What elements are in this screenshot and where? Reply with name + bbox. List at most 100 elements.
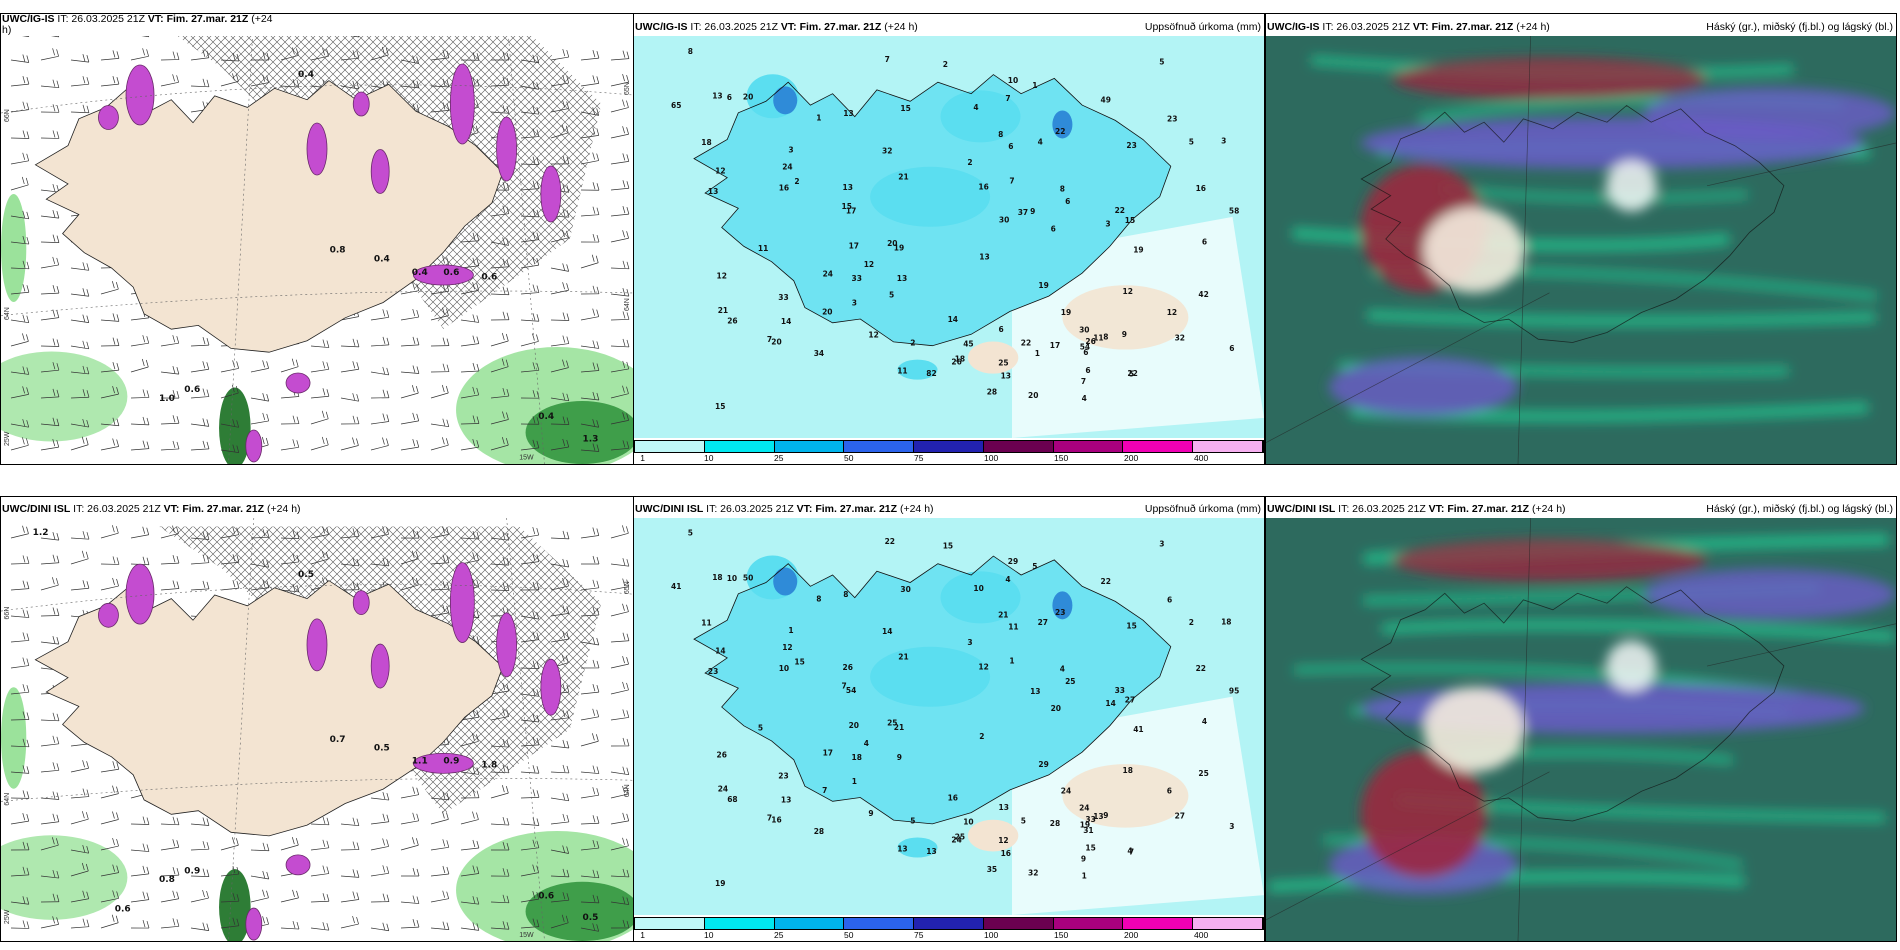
precip-value-label: 65	[671, 101, 681, 110]
precip-heavy-areas	[746, 555, 1073, 858]
precip-value-label: 8	[998, 130, 1003, 139]
precip-value-label: 2	[910, 338, 915, 347]
precip-value-label: 33	[852, 274, 862, 283]
legend-swatch	[983, 918, 1054, 929]
precip-value-label: 54	[846, 686, 856, 695]
legend-swatch	[1193, 441, 1264, 452]
precip-value-label: 20	[849, 721, 859, 730]
legend-tick-label: 150	[1054, 453, 1069, 463]
precip-value-label: 7	[767, 335, 772, 344]
precip-value-label: 17	[823, 748, 833, 757]
lead-time-unit: h)	[2, 24, 12, 36]
ice-value-label: 0.4	[538, 412, 554, 422]
precip-value-label: 11	[1093, 334, 1103, 343]
ice-value-label: 0.6	[115, 904, 131, 914]
field-title: Uppsöfnuð úrkoma (mm)	[1144, 503, 1261, 515]
legend-tick-label: 25	[773, 453, 784, 463]
ice-value-label: 0.6	[481, 273, 497, 283]
precip-value-label: 82	[926, 369, 936, 378]
precip-value-label: 9	[1081, 855, 1086, 864]
valid-time: VT: Fim. 27.mar. 21Z	[1412, 21, 1514, 33]
precip-value-label: 16	[1196, 184, 1206, 193]
precip-value-label: 7	[822, 786, 827, 795]
graticule-label: 64N	[4, 793, 11, 806]
precip-value-label: 5	[1189, 137, 1194, 146]
precip-value-label: 27	[1125, 696, 1135, 705]
precip-value-label: 20	[822, 308, 832, 317]
cloud-map	[1266, 518, 1896, 941]
precip-value-label: 5	[1129, 370, 1134, 379]
precip-value-label: 5	[910, 817, 915, 826]
precip-value-label: 15	[715, 402, 725, 411]
precip-value-label: 30	[900, 585, 910, 594]
precip-value-label: 26	[727, 317, 737, 326]
legend-color-bar	[634, 440, 1264, 453]
precip-value-label: 2	[979, 732, 984, 741]
precip-value-label: 11	[897, 367, 907, 376]
precip-value-label: 11	[758, 244, 768, 253]
precip-value-label: 15	[794, 657, 804, 666]
panel-clouds-bottom: UWC/DINI ISL IT: 26.03.2025 21Z VT: Fim.…	[1265, 496, 1897, 942]
precip-value-label: 7	[1009, 176, 1014, 185]
graticule-label: 25W	[4, 909, 11, 924]
precip-value-label: 12	[978, 663, 988, 672]
precip-value-label: 95	[1229, 687, 1239, 696]
precip-value-label: 6	[727, 93, 732, 102]
precip-value-label: 9	[1103, 811, 1108, 820]
legend-swatch	[774, 918, 845, 929]
precip-value-label: 5	[1021, 817, 1026, 826]
precip-value-label: 4	[1127, 847, 1132, 856]
precip-value-label: 32	[1028, 869, 1038, 878]
precip-value-label: 8	[816, 594, 821, 603]
precip-value-label: 41	[671, 582, 681, 591]
legend-swatch	[1193, 918, 1264, 929]
ice-accretion-areas	[1, 687, 633, 941]
lead-time: (+24 h)	[264, 503, 301, 515]
precip-value-label: 24	[782, 163, 792, 172]
precip-value-label: 22	[1021, 338, 1031, 347]
precip-value-label: 21	[898, 173, 908, 182]
precip-value-label: 10	[727, 574, 737, 583]
precip-value-label: 19	[1061, 308, 1071, 317]
precip-value-label: 26	[843, 663, 853, 672]
iceland-land	[34, 80, 504, 353]
precip-value-label: 1	[1082, 871, 1087, 880]
lead-time: (+24 h)	[897, 503, 934, 515]
model-name: UWC/IG-IS	[1267, 21, 1320, 33]
ice-value-label: 0.6	[443, 268, 459, 278]
precip-value-label: 12	[717, 272, 727, 281]
cloud-map	[1266, 36, 1896, 464]
precip-value-label: 16	[1001, 849, 1011, 858]
panel-header: UWC/DINI ISL IT: 26.03.2025 21Z VT: Fim.…	[1266, 501, 1896, 517]
valid-time: VT: Fim. 27.mar. 21Z	[780, 21, 882, 33]
ice-map-svg: 66N 64N 25W 15W 65N 64N 1.2 0.8 0.9 0.5 0.7 0.5 1.1 0…	[1, 518, 633, 941]
precip-value-label: 3	[1229, 822, 1234, 831]
precip-value-label: 37	[1018, 208, 1028, 217]
panel-ice-top: UWC/IG-IS IT: 26.03.2025 21Z VT: Fim. 27…	[0, 13, 634, 465]
valid-time: VT: Fim. 27.mar. 21Z	[163, 503, 265, 515]
legend-tick-label: 50	[844, 930, 854, 940]
precip-value-label: 12	[1167, 308, 1177, 317]
precip-value-label: 20	[1028, 391, 1038, 400]
model-name: UWC/DINI ISL	[635, 503, 704, 515]
ice-map: 66N 64N 25W 15W 65N 64N 1.2 0.8 0.9 0.5 0.7 0.5 1.1 0…	[1, 518, 633, 941]
legend-ticks: 1 10 25 50 75 100 150 200 400	[634, 930, 1264, 941]
legend-ticks: 1 10 25 50 75 100 150 200 400	[634, 453, 1264, 464]
precip-map: 11 45 16 65 58 26 18 12 22 24 33 32 82 20 49 13 30 26 42 15…	[634, 36, 1264, 438]
valid-time: VT: Fim. 27.mar. 21Z	[1428, 503, 1530, 515]
precip-value-label: 13	[708, 187, 718, 196]
precip-value-label: 7	[1081, 377, 1086, 386]
ice-patches	[98, 63, 562, 463]
precip-value-label: 20	[771, 337, 781, 346]
precip-value-label: 24	[1079, 804, 1089, 813]
precip-value-label: 20	[743, 92, 753, 101]
precip-value-label: 24	[951, 836, 961, 845]
precip-value-label: 23	[1126, 141, 1136, 150]
precip-value-label: 19	[894, 244, 904, 253]
ice-value-label: 0.5	[374, 744, 390, 754]
cloud-map-svg	[1266, 518, 1896, 941]
precip-value-label: 4	[864, 739, 869, 748]
legend-swatch	[704, 441, 775, 452]
issue-time: IT: 26.03.2025 21Z	[54, 13, 148, 25]
precip-value-label: 26	[1085, 337, 1095, 346]
